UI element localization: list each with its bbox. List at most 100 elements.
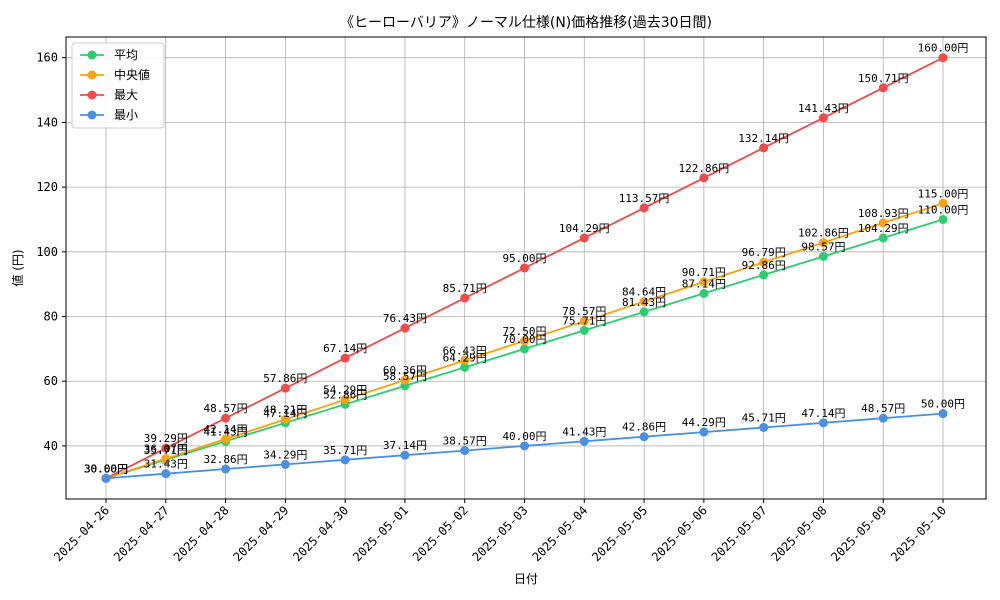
data-point-0 xyxy=(579,325,589,335)
data-point-1 xyxy=(878,218,888,228)
data-label-3: 48.57円 xyxy=(861,402,905,415)
data-label-0: 47.14円 xyxy=(263,407,307,420)
y-tick-label: 80 xyxy=(44,310,58,324)
legend-marker xyxy=(87,90,97,100)
data-point-0 xyxy=(938,214,948,224)
data-point-2 xyxy=(699,173,709,183)
data-label-0: 104.29円 xyxy=(858,222,909,235)
y-tick-label: 120 xyxy=(36,180,58,194)
data-label-1: 42.14円 xyxy=(204,423,248,436)
points-layer xyxy=(101,53,948,483)
data-label-1: 78.57円 xyxy=(562,305,606,318)
data-label-2: 67.14円 xyxy=(323,342,367,355)
x-tick-label: 2025-05-05 xyxy=(589,503,650,564)
data-point-1 xyxy=(400,375,410,385)
x-axis-label: 日付 xyxy=(514,572,538,586)
legend-marker xyxy=(87,50,97,60)
data-point-2 xyxy=(340,353,350,363)
data-label-3: 37.14円 xyxy=(383,439,427,452)
data-point-3 xyxy=(460,446,470,456)
x-tick-label: 2025-04-26 xyxy=(51,503,112,564)
legend-entry: 最小 xyxy=(114,108,138,122)
data-label-2: 76.43円 xyxy=(383,312,427,325)
data-label-2: 132.14円 xyxy=(738,132,789,145)
data-label-3: 31.43円 xyxy=(144,458,188,471)
data-label-0: 110.00円 xyxy=(918,203,969,216)
data-point-2 xyxy=(520,263,529,273)
data-point-1 xyxy=(221,434,231,444)
data-point-3 xyxy=(340,455,350,465)
data-label-0: 70.00円 xyxy=(502,333,546,346)
data-point-1 xyxy=(699,277,709,287)
legend-marker xyxy=(87,110,97,120)
data-label-2: 57.86円 xyxy=(263,372,307,385)
data-point-2 xyxy=(460,293,470,303)
data-point-0 xyxy=(759,270,769,280)
data-label-2: 30.00円 xyxy=(84,462,128,475)
x-tick-label: 2025-05-09 xyxy=(828,503,889,564)
plot-frame xyxy=(65,36,987,500)
data-point-0 xyxy=(520,344,529,354)
data-label-2: 85.71円 xyxy=(443,282,487,295)
data-point-2 xyxy=(938,53,948,63)
x-tick-label: 2025-05-02 xyxy=(410,503,471,564)
data-label-3: 38.57円 xyxy=(443,435,487,448)
y-tick-label: 60 xyxy=(44,374,58,388)
data-point-3 xyxy=(699,427,709,437)
y-tick-label: 160 xyxy=(36,51,58,65)
data-point-2 xyxy=(221,413,231,423)
x-tick-label: 2025-05-07 xyxy=(709,503,770,564)
data-label-1: 90.71円 xyxy=(682,266,726,279)
data-label-3: 42.86円 xyxy=(622,421,666,434)
data-label-3: 32.86円 xyxy=(204,453,248,466)
data-label-1: 72.50円 xyxy=(502,325,546,338)
data-label-0: 41.43円 xyxy=(204,425,248,438)
data-label-3: 35.71円 xyxy=(323,444,367,457)
x-tick-label: 2025-05-10 xyxy=(888,503,949,564)
y-tick-label: 100 xyxy=(36,245,58,259)
data-label-1: 102.86円 xyxy=(798,227,849,240)
data-point-3 xyxy=(759,422,769,432)
data-point-0 xyxy=(639,307,649,317)
data-label-2: 141.43円 xyxy=(798,102,849,115)
y-ticks-layer: 40 60 80 100 120 140 160 xyxy=(36,51,66,453)
data-label-2: 113.57円 xyxy=(619,192,670,205)
x-tick-label: 2025-04-30 xyxy=(290,503,351,564)
data-point-0 xyxy=(878,233,888,243)
data-label-3: 50.00円 xyxy=(921,398,965,411)
data-label-1: 36.07円 xyxy=(144,443,188,456)
data-point-3 xyxy=(161,469,171,479)
x-tick-label: 2025-05-06 xyxy=(649,503,710,564)
chart-title: 《ヒーローバリア》ノーマル仕様(N)価格推移(過去30日間) xyxy=(340,15,712,31)
y-tick-label: 140 xyxy=(36,115,58,129)
data-label-0: 98.57円 xyxy=(801,240,845,253)
data-label-0: 35.71円 xyxy=(144,444,188,457)
x-ticks-layer: 2025-04-262025-04-272025-04-282025-04-29… xyxy=(51,499,949,564)
data-label-2: 150.71円 xyxy=(858,72,909,85)
data-label-1: 96.79円 xyxy=(742,246,786,259)
data-label-1: 48.21円 xyxy=(263,403,307,416)
x-tick-label: 2025-05-03 xyxy=(470,503,531,564)
data-label-0: 92.86円 xyxy=(742,259,786,272)
data-point-3 xyxy=(221,464,231,474)
data-point-2 xyxy=(400,323,410,333)
data-label-1: 84.64円 xyxy=(622,286,666,299)
y-tick-label: 40 xyxy=(44,439,58,453)
data-point-1 xyxy=(639,297,649,307)
data-label-3: 45.71円 xyxy=(742,411,786,424)
legend-entry: 最大 xyxy=(114,88,138,102)
data-point-3 xyxy=(579,436,589,446)
data-point-2 xyxy=(280,383,290,393)
data-label-0: 30.00円 xyxy=(84,462,128,475)
data-point-3 xyxy=(818,418,828,428)
x-tick-label: 2025-04-27 xyxy=(111,503,172,564)
data-point-0 xyxy=(460,362,470,372)
legend-entry: 中央値 xyxy=(114,67,150,82)
x-tick-label: 2025-04-28 xyxy=(171,503,232,564)
data-point-2 xyxy=(579,233,589,243)
data-point-0 xyxy=(699,288,709,298)
data-point-3 xyxy=(938,409,948,419)
data-point-2 xyxy=(878,83,888,93)
